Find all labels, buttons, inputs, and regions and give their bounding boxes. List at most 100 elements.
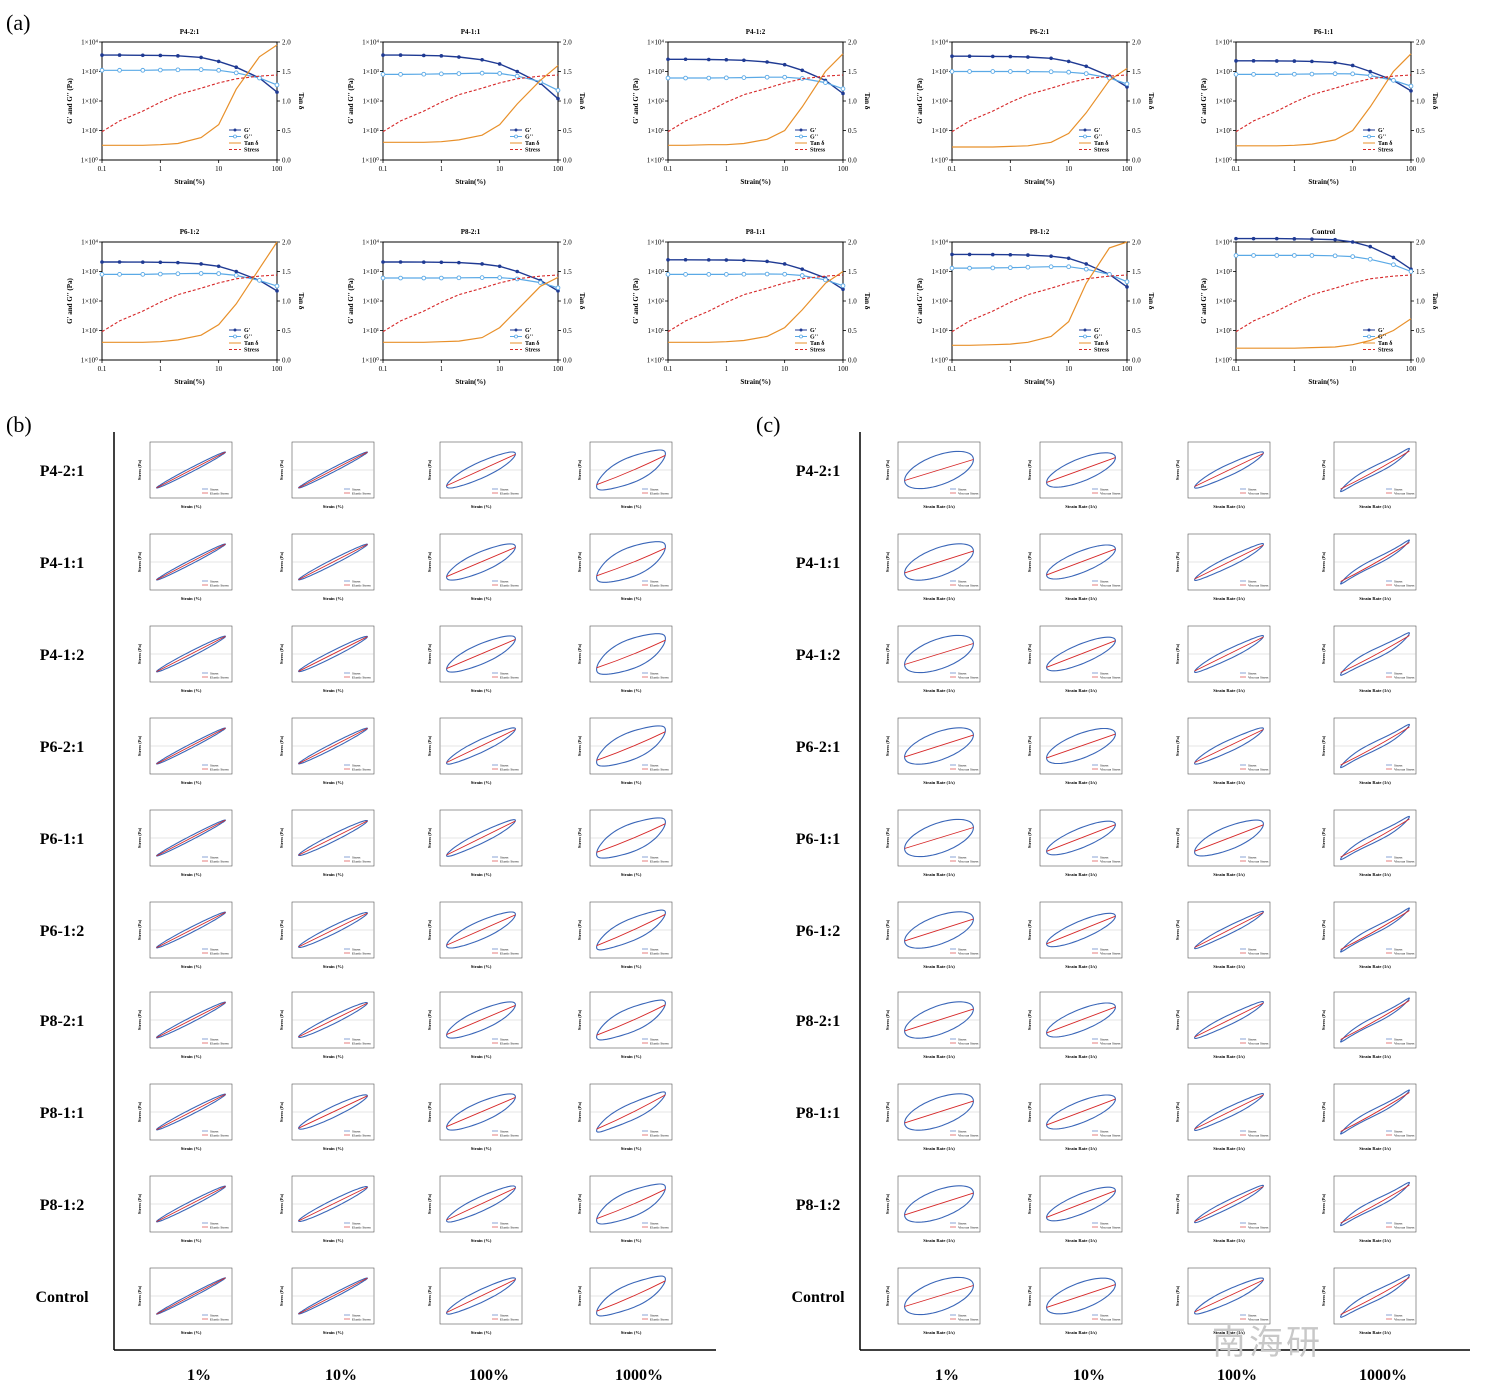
series-g-double-prime-line (102, 272, 278, 287)
y-axis-label: Stress (Pa) (885, 919, 890, 940)
legend-label: Stress (1248, 1314, 1257, 1318)
sweep-plot-p6-2-1: P6-2:1 0.1 1 10 100 1×10⁰ 1×10¹ 1×10² 1×10³ 1×10⁴… (916, 28, 1155, 186)
y-tick-label: 1×10³ (647, 268, 664, 276)
g-prime-point (1274, 59, 1279, 63)
g-prime-point (421, 53, 426, 58)
series-tan-delta-line (952, 68, 1128, 148)
g-prime-point (556, 96, 560, 101)
stress-loop (446, 727, 516, 765)
y-axis-label: G' and G'' (Pa) (347, 77, 355, 123)
elastic-stress-line (156, 727, 226, 765)
legend-label: Stress (244, 348, 260, 354)
y-axis-label: Stress (Pa) (427, 1193, 432, 1214)
g-prime-point (967, 252, 972, 257)
stress-loop (1194, 543, 1264, 581)
legend-label: Stress (1094, 148, 1110, 154)
y-tick-label: 1×10³ (647, 68, 664, 76)
legend-marker (233, 328, 237, 332)
y-axis-label: Stress (Pa) (137, 1009, 142, 1030)
y-axis-label: Stress (Pa) (885, 459, 890, 480)
y-tick-label: 1×10⁴ (1215, 39, 1232, 47)
y-axis-label: Stress (Pa) (577, 643, 582, 664)
y-axis-label: G' and G'' (Pa) (347, 277, 355, 323)
column-label: 1% (935, 1367, 959, 1384)
legend-label: Viscous Stress (1394, 492, 1415, 496)
row-label: P6-1:2 (796, 923, 840, 940)
series-g-prime-line (102, 54, 278, 93)
y-axis-label: Stress (Pa) (577, 1193, 582, 1214)
x-axis-label: Strain (%) (181, 504, 202, 509)
x-axis-label: Strain(%) (174, 178, 205, 186)
legend-label: Stress (244, 148, 260, 154)
y2-tick-label: 0.0 (1416, 357, 1425, 365)
legend-label: G' (810, 128, 817, 134)
legend-marker (799, 334, 803, 339)
g-prime-point (1084, 64, 1089, 69)
x-axis-label: Strain Rate (1/s) (1065, 596, 1097, 601)
elastic-stress-line (156, 1001, 226, 1039)
legend-label: Viscous Stress (1100, 676, 1121, 680)
legend-label: Stress (1248, 1130, 1257, 1134)
g-prime-point (275, 289, 279, 293)
y-axis-label: Stress (Pa) (279, 919, 284, 940)
x-axis-label: Strain (%) (621, 964, 642, 969)
y-axis-label: Stress (Pa) (1175, 459, 1180, 480)
y-tick-label: 1×10⁴ (362, 239, 379, 247)
y-axis-label: Stress (Pa) (577, 1009, 582, 1030)
stress-loop (446, 1277, 516, 1315)
y-tick-label: 1×10⁴ (362, 39, 379, 47)
y-tick-label: 1×10¹ (81, 327, 98, 335)
column-label: 1000% (1359, 1367, 1407, 1384)
x-axis-label: Strain (%) (471, 1330, 492, 1335)
legend-label: Stress (525, 348, 541, 354)
g-prime-point (398, 53, 403, 57)
x-axis-label: Strain Rate (1/s) (923, 596, 955, 601)
g-double-prime-point (555, 285, 561, 291)
legend-marker (514, 134, 518, 139)
legend-label: Tan δ (244, 141, 258, 147)
row-label: P8-1:1 (796, 1105, 840, 1122)
legend-label: Stress (958, 580, 967, 584)
stress-loop (1339, 1089, 1411, 1135)
y-axis-label: G' and G'' (Pa) (916, 77, 924, 123)
stress-loop (1340, 723, 1410, 769)
g-prime-point (1409, 89, 1413, 93)
x-tick-label: 1 (1293, 165, 1297, 173)
legend-label: Stress (1100, 856, 1109, 860)
y2-tick-label: 0.5 (1416, 127, 1425, 135)
y-tick-label: 1×10¹ (362, 327, 379, 335)
g-prime-point (1310, 59, 1314, 64)
elastic-stress-line (596, 1188, 666, 1220)
y-tick-label: 1×10³ (362, 268, 379, 276)
y2-tick-label: 1.0 (848, 298, 857, 306)
x-axis-label: Strain Rate (1/s) (1065, 504, 1097, 509)
x-axis-label: Strain (%) (323, 596, 344, 601)
x-axis-label: Strain (%) (471, 1238, 492, 1243)
y-tick-label: 1×10¹ (362, 127, 379, 135)
legend-label: Stress (210, 1314, 219, 1318)
legend-label: Stress (210, 1222, 219, 1226)
y2-axis-label: Tan δ (1147, 93, 1155, 110)
elastic-stress-line (298, 727, 368, 765)
x-axis-label: Strain (%) (621, 872, 642, 877)
elastic-stress-line (156, 1277, 226, 1315)
g-double-prime-point (456, 71, 462, 76)
y-axis-label: Stress (Pa) (1321, 1101, 1326, 1122)
g-double-prime-point (479, 70, 485, 76)
g-double-prime-point (1025, 69, 1031, 74)
viscous-stress-line (904, 918, 974, 942)
y2-tick-label: 0.0 (848, 357, 857, 365)
g-double-prime-point (1048, 264, 1054, 270)
x-axis-label: Strain(%) (1308, 378, 1339, 386)
legend-label: Stress (1394, 1314, 1403, 1318)
y-axis-label: Stress (Pa) (885, 1285, 890, 1306)
row-label: P8-1:2 (796, 1197, 840, 1214)
g-double-prime-point (1332, 253, 1338, 259)
legend-label: Stress (958, 488, 967, 492)
y2-tick-label: 0.5 (282, 127, 291, 135)
y-axis-label: Stress (Pa) (1027, 1009, 1032, 1030)
